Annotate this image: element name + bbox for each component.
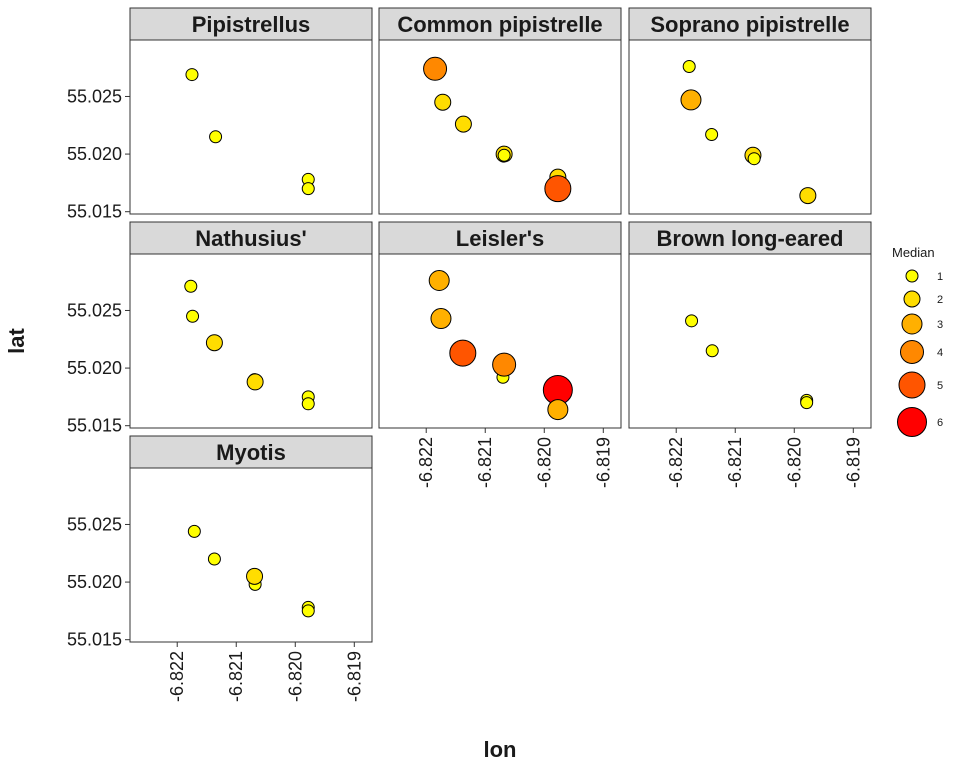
legend-title: Median (892, 245, 935, 260)
legend-key (897, 407, 927, 437)
data-point (799, 187, 817, 205)
data-point (184, 279, 198, 293)
y-tick-label: 55.025 (67, 514, 122, 534)
data-point (544, 175, 572, 203)
data-point (430, 308, 452, 330)
x-axis-title: lon (484, 737, 517, 762)
data-point (685, 314, 699, 328)
y-axis-title: lat (4, 327, 29, 353)
legend-label: 4 (937, 347, 943, 359)
data-point (186, 309, 200, 323)
data-point (492, 352, 517, 377)
x-tick-label: -6.820 (784, 437, 804, 488)
data-point (209, 130, 223, 144)
facet-strip (628, 7, 872, 41)
facet-title: Pipistrellus (192, 12, 311, 37)
x-tick-label: -6.820 (285, 651, 305, 702)
y-tick-label: 55.015 (67, 630, 122, 650)
legend-key (901, 313, 923, 335)
x-tick-label: -6.822 (666, 437, 686, 488)
facet-strip (628, 221, 872, 255)
facet-panel (378, 39, 622, 215)
y-tick-label: 55.020 (67, 358, 122, 378)
facet-panel (628, 39, 872, 215)
data-point (187, 524, 201, 538)
x-tick-label: -6.819 (843, 437, 863, 488)
data-point (705, 344, 719, 358)
data-point (547, 399, 569, 421)
data-point (747, 152, 761, 166)
data-point (434, 93, 452, 111)
data-point (301, 604, 315, 618)
data-point (246, 567, 264, 585)
facet-strip (378, 221, 622, 255)
facet-panel (378, 253, 622, 429)
data-point (680, 89, 702, 111)
facet-strip (378, 7, 622, 41)
facet-title: Common pipistrelle (397, 12, 602, 37)
x-tick-label: -6.819 (593, 437, 613, 488)
facet-title: Leisler's (456, 226, 544, 251)
data-point (185, 68, 199, 82)
facet-panel (129, 253, 373, 429)
data-point (428, 270, 450, 292)
facet-strip (129, 7, 373, 41)
data-point (246, 373, 264, 391)
facet-panel (129, 39, 373, 215)
y-tick-label: 55.020 (67, 144, 122, 164)
legend-key (905, 269, 919, 283)
legend-label: 3 (937, 319, 943, 331)
legend-label: 1 (937, 271, 943, 283)
facet-panel (628, 253, 872, 429)
legend-key (898, 371, 926, 399)
x-tick-label: -6.819 (344, 651, 364, 702)
y-tick-label: 55.025 (67, 86, 122, 106)
legend-key (900, 340, 924, 364)
data-point (682, 60, 696, 74)
facet-strip (129, 221, 373, 255)
data-point (301, 397, 315, 411)
facet-title: Myotis (216, 440, 286, 465)
y-tick-label: 55.020 (67, 572, 122, 592)
y-tick-label: 55.015 (67, 202, 122, 222)
legend-key (903, 290, 921, 308)
x-tick-label: -6.822 (167, 651, 187, 702)
facet-title: Soprano pipistrelle (650, 12, 849, 37)
facet-title: Brown long-eared (656, 226, 843, 251)
facet-panel (129, 467, 373, 643)
legend-label: 6 (937, 417, 943, 429)
legend-label: 2 (937, 294, 943, 306)
x-tick-label: -6.822 (416, 437, 436, 488)
legend-label: 5 (937, 380, 943, 392)
x-tick-label: -6.821 (226, 651, 246, 702)
data-point (207, 552, 221, 566)
facet-strip (129, 435, 373, 469)
x-tick-label: -6.820 (534, 437, 554, 488)
data-point (705, 127, 719, 141)
y-tick-label: 55.025 (67, 300, 122, 320)
data-point (423, 56, 448, 81)
facet-title: Nathusius' (195, 226, 307, 251)
data-point (497, 148, 511, 162)
x-tick-label: -6.821 (725, 437, 745, 488)
data-point (301, 182, 315, 196)
data-point (449, 339, 477, 367)
data-point (205, 334, 223, 352)
data-point (800, 396, 814, 410)
x-tick-label: -6.821 (475, 437, 495, 488)
y-tick-label: 55.015 (67, 416, 122, 436)
data-point (454, 115, 472, 133)
